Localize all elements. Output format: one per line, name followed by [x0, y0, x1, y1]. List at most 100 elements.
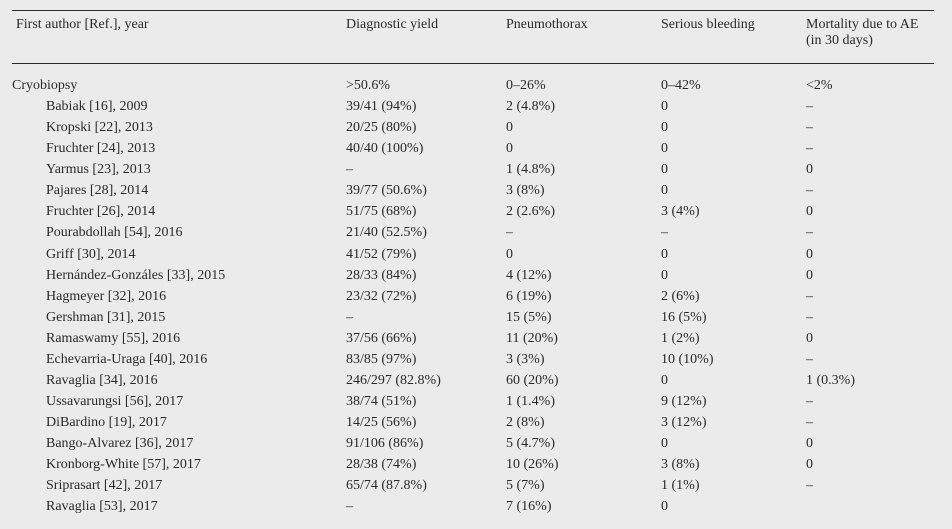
cell-author: Ravaglia [34], 2016: [12, 370, 342, 391]
cell-yield: 14/25 (56%): [342, 412, 502, 433]
cell-author: Fruchter [24], 2013: [12, 139, 342, 160]
col-mort: Mortality due to AE (in 30 days): [802, 11, 934, 64]
cell-pneumo: 3 (8%): [502, 181, 657, 202]
cell-yield: 23/32 (72%): [342, 286, 502, 307]
cell-author: Ussavarungsi [56], 2017: [12, 391, 342, 412]
table-row: Pajares [28], 201439/77 (50.6%)3 (8%)0–: [12, 181, 934, 202]
cell-yield: 246/297 (82.8%): [342, 370, 502, 391]
cell-pneumo: 60 (20%): [502, 370, 657, 391]
cell-author: Sriprasart [42], 2017: [12, 476, 342, 497]
cell-author: Kropski [22], 2013: [12, 118, 342, 139]
cell-pneumo: 11 (20%): [502, 328, 657, 349]
cell-author: Yarmus [23], 2013: [12, 160, 342, 181]
table-row: DiBardino [19], 201714/25 (56%)2 (8%)3 (…: [12, 412, 934, 433]
cell-mort: [802, 497, 934, 518]
cell-bleed: 0: [657, 181, 802, 202]
cell-bleed: 16 (5%): [657, 307, 802, 328]
section-row: Cryobiopsy >50.6% 0–26% 0–42% <2%: [12, 64, 934, 97]
cell-yield: 41/52 (79%): [342, 244, 502, 265]
section-yield: >50.6%: [342, 64, 502, 97]
cell-bleed: 0: [657, 497, 802, 518]
cell-mort: 0: [802, 455, 934, 476]
cell-bleed: 1 (2%): [657, 328, 802, 349]
cell-pneumo: 2 (2.6%): [502, 202, 657, 223]
cell-mort: –: [802, 307, 934, 328]
cell-author: Gershman [31], 2015: [12, 307, 342, 328]
table-row: Kropski [22], 201320/25 (80%)00–: [12, 118, 934, 139]
col-pneumo: Pneumothorax: [502, 11, 657, 64]
cell-mort: –: [802, 118, 934, 139]
cell-yield: 51/75 (68%): [342, 202, 502, 223]
cell-bleed: 0: [657, 433, 802, 454]
table-row: Ussavarungsi [56], 201738/74 (51%)1 (1.4…: [12, 391, 934, 412]
cell-mort: –: [802, 181, 934, 202]
cell-yield: 37/56 (66%): [342, 328, 502, 349]
cell-author: Echevarria-Uraga [40], 2016: [12, 349, 342, 370]
cell-pneumo: 3 (3%): [502, 349, 657, 370]
cell-mort: –: [802, 476, 934, 497]
cell-author: Pourabdollah [54], 2016: [12, 223, 342, 244]
cell-author: Bango-Alvarez [36], 2017: [12, 433, 342, 454]
table-row: Pourabdollah [54], 201621/40 (52.5%)–––: [12, 223, 934, 244]
cell-yield: 39/41 (94%): [342, 96, 502, 117]
cell-pneumo: 0: [502, 118, 657, 139]
table-row: Kronborg-White [57], 201728/38 (74%)10 (…: [12, 455, 934, 476]
table-row: Yarmus [23], 2013–1 (4.8%)00: [12, 160, 934, 181]
section-bleed: 0–42%: [657, 64, 802, 97]
cell-pneumo: 5 (7%): [502, 476, 657, 497]
cell-yield: –: [342, 307, 502, 328]
table-body: Cryobiopsy >50.6% 0–26% 0–42% <2% Babiak…: [12, 64, 934, 518]
cell-mort: –: [802, 412, 934, 433]
cell-bleed: 0: [657, 244, 802, 265]
cell-pneumo: 0: [502, 139, 657, 160]
cell-pneumo: –: [502, 223, 657, 244]
section-label: Cryobiopsy: [12, 64, 342, 97]
cell-bleed: 0: [657, 265, 802, 286]
cell-mort: 1 (0.3%): [802, 370, 934, 391]
table-row: Ramaswamy [55], 201637/56 (66%)11 (20%)1…: [12, 328, 934, 349]
cell-pneumo: 4 (12%): [502, 265, 657, 286]
table-row: Griff [30], 201441/52 (79%)000: [12, 244, 934, 265]
cell-pneumo: 2 (8%): [502, 412, 657, 433]
cell-mort: –: [802, 96, 934, 117]
cell-pneumo: 7 (16%): [502, 497, 657, 518]
cell-mort: 0: [802, 433, 934, 454]
table-row: Gershman [31], 2015–15 (5%)16 (5%)–: [12, 307, 934, 328]
cell-pneumo: 0: [502, 244, 657, 265]
cell-author: Fruchter [26], 2014: [12, 202, 342, 223]
page: First author [Ref.], year Diagnostic yie…: [0, 0, 952, 529]
cell-bleed: 3 (4%): [657, 202, 802, 223]
cell-mort: –: [802, 139, 934, 160]
cell-mort: 0: [802, 244, 934, 265]
cell-mort: –: [802, 349, 934, 370]
cell-pneumo: 10 (26%): [502, 455, 657, 476]
cell-yield: –: [342, 497, 502, 518]
table-row: Hernández-Gonzáles [33], 201528/33 (84%)…: [12, 265, 934, 286]
cell-mort: 0: [802, 160, 934, 181]
cell-yield: –: [342, 160, 502, 181]
cell-mort: –: [802, 223, 934, 244]
col-author: First author [Ref.], year: [12, 11, 342, 64]
cell-yield: 28/38 (74%): [342, 455, 502, 476]
cell-bleed: 3 (8%): [657, 455, 802, 476]
table-row: Bango-Alvarez [36], 201791/106 (86%)5 (4…: [12, 433, 934, 454]
col-yield: Diagnostic yield: [342, 11, 502, 64]
cell-yield: 39/77 (50.6%): [342, 181, 502, 202]
cell-yield: 40/40 (100%): [342, 139, 502, 160]
cell-author: Griff [30], 2014: [12, 244, 342, 265]
cell-yield: 38/74 (51%): [342, 391, 502, 412]
cell-mort: 0: [802, 265, 934, 286]
cell-bleed: 2 (6%): [657, 286, 802, 307]
study-table: First author [Ref.], year Diagnostic yie…: [12, 10, 934, 518]
cell-mort: 0: [802, 328, 934, 349]
cell-bleed: 10 (10%): [657, 349, 802, 370]
cell-author: Pajares [28], 2014: [12, 181, 342, 202]
table-row: Ravaglia [34], 2016246/297 (82.8%)60 (20…: [12, 370, 934, 391]
cell-author: Hernández-Gonzáles [33], 2015: [12, 265, 342, 286]
section-mort: <2%: [802, 64, 934, 97]
cell-author: Ramaswamy [55], 2016: [12, 328, 342, 349]
cell-bleed: 3 (12%): [657, 412, 802, 433]
table-row: Sriprasart [42], 201765/74 (87.8%)5 (7%)…: [12, 476, 934, 497]
cell-author: Babiak [16], 2009: [12, 96, 342, 117]
cell-pneumo: 6 (19%): [502, 286, 657, 307]
